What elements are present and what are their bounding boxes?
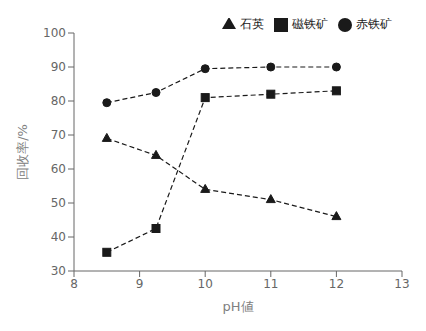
svg-text:12: 12 <box>329 277 344 291</box>
svg-text:pH値: pH値 <box>222 299 253 314</box>
html-text:赤铁矿: 赤铁矿 <box>356 17 392 31</box>
svg-text:100: 100 <box>43 26 66 40</box>
html-text:石英: 石英 <box>240 17 264 31</box>
svg-text:回收率/%: 回收率/% <box>15 124 30 180</box>
svg-text:9: 9 <box>136 277 144 291</box>
svg-text:11: 11 <box>263 277 278 291</box>
svg-text:40: 40 <box>51 230 66 244</box>
svg-text:10: 10 <box>198 277 213 291</box>
svg-text:8: 8 <box>70 277 78 291</box>
svg-text:70: 70 <box>51 128 66 142</box>
svg-text:80: 80 <box>51 94 66 108</box>
html-text:磁铁矿: 磁铁矿 <box>292 17 328 31</box>
svg-text:60: 60 <box>51 162 66 176</box>
svg-text:90: 90 <box>51 60 66 74</box>
svg-text:50: 50 <box>51 196 66 210</box>
svg-text:13: 13 <box>394 277 409 291</box>
svg-text:30: 30 <box>51 264 66 278</box>
